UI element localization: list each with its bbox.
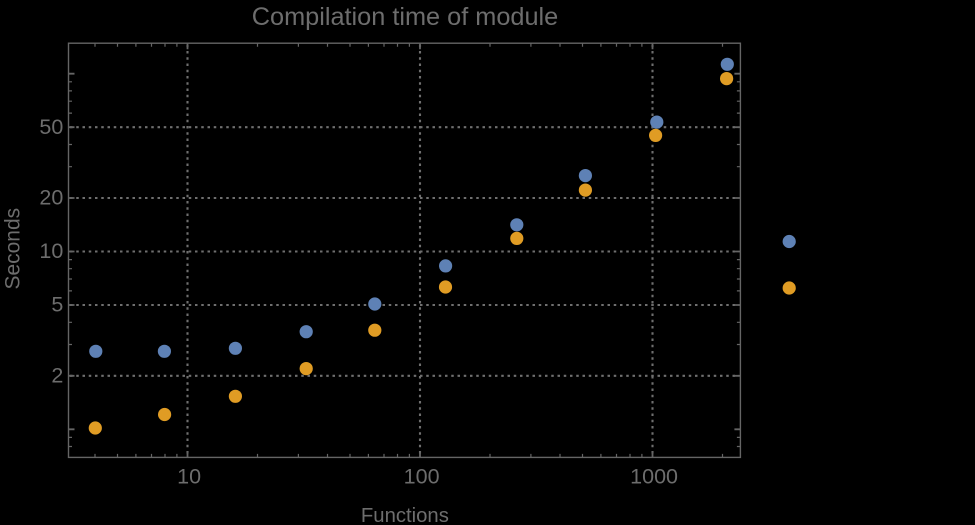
svg-text:5: 5 [51,293,63,317]
svg-text:20: 20 [39,186,63,210]
svg-text:10: 10 [177,465,201,489]
svg-text:100: 100 [404,465,440,489]
svg-text:Compilation time of module: Compilation time of module [252,3,559,31]
svg-text:Seconds: Seconds [2,208,25,290]
svg-text:10: 10 [39,239,63,263]
svg-text:Functions: Functions [361,505,449,525]
svg-text:2: 2 [51,363,63,387]
svg-text:50: 50 [39,115,63,139]
svg-text:1000: 1000 [630,465,678,489]
